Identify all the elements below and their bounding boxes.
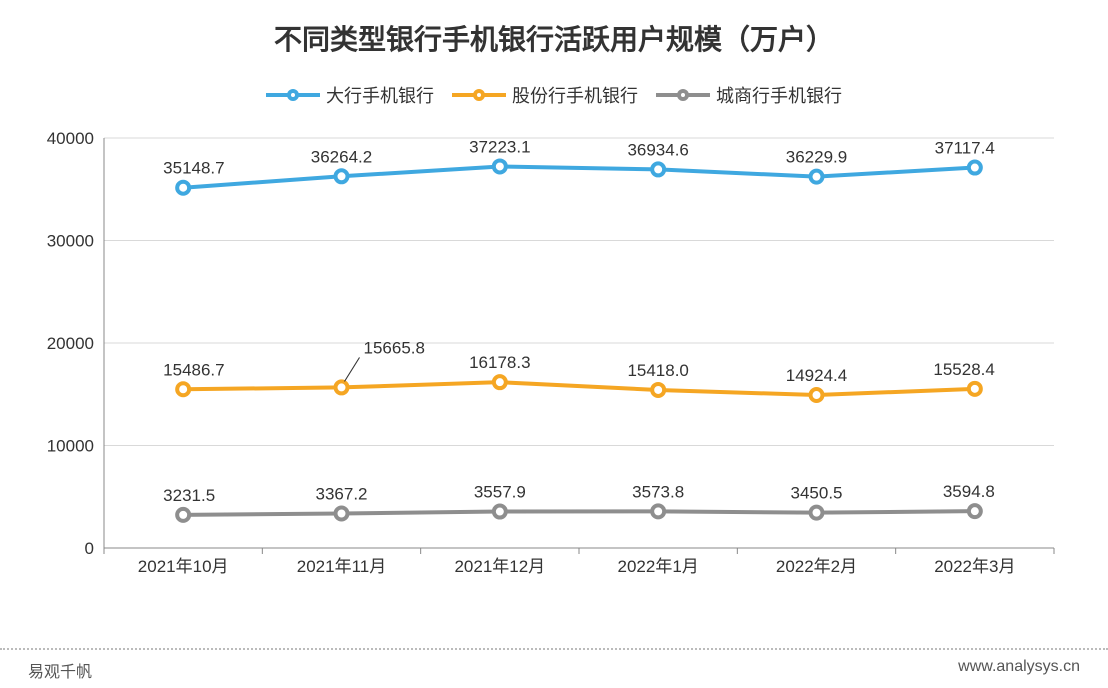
data-marker [494, 376, 506, 388]
x-tick-label: 2022年3月 [934, 557, 1015, 576]
data-label: 15528.4 [933, 360, 994, 379]
legend-label: 大行手机银行 [326, 82, 434, 108]
data-marker [811, 389, 823, 401]
chart-area: 0 10000 20000 30000 40000 2021年10月 2021年11月 202… [24, 118, 1084, 588]
legend-item: 大行手机银行 [266, 82, 434, 108]
data-label: 35148.7 [163, 159, 224, 178]
y-tick-label: 30000 [47, 232, 94, 251]
legend-swatch [452, 88, 506, 102]
y-tick-label: 20000 [47, 334, 94, 353]
legend-item: 股份行手机银行 [452, 82, 638, 108]
data-marker [969, 383, 981, 395]
data-marker [652, 384, 664, 396]
x-tick-label: 2021年12月 [454, 557, 545, 576]
data-label: 36264.2 [311, 147, 372, 166]
data-marker [336, 507, 348, 519]
x-tick-label: 2022年1月 [618, 557, 699, 576]
legend-swatch [656, 88, 710, 102]
data-label: 36229.9 [786, 148, 847, 167]
series-line [183, 511, 975, 515]
source-label: 易观千帆 [28, 658, 92, 682]
data-label: 3557.9 [474, 483, 526, 502]
data-label: 3367.2 [316, 484, 368, 503]
data-label: 15418.0 [627, 361, 688, 380]
data-marker [969, 505, 981, 517]
y-tick-label: 0 [85, 539, 94, 558]
data-marker [177, 509, 189, 521]
chart-title: 不同类型银行手机银行活跃用户规模（万户） [0, 0, 1108, 58]
data-label: 3450.5 [791, 484, 843, 503]
series-line [183, 382, 975, 395]
data-label: 14924.4 [786, 366, 847, 385]
x-tick-label: 2022年2月 [776, 557, 857, 576]
data-label: 3594.8 [943, 482, 995, 501]
data-marker [494, 506, 506, 518]
data-label: 37117.4 [935, 139, 995, 158]
data-label: 15665.8 [364, 338, 425, 357]
y-tick-label: 10000 [47, 437, 94, 456]
legend-swatch [266, 88, 320, 102]
data-label: 3231.5 [163, 486, 215, 505]
data-marker [336, 381, 348, 393]
legend: 大行手机银行 股份行手机银行 城商行手机银行 [0, 82, 1108, 108]
data-marker [811, 507, 823, 519]
legend-item: 城商行手机银行 [656, 82, 842, 108]
data-marker [177, 182, 189, 194]
line-chart-svg: 0 10000 20000 30000 40000 2021年10月 2021年11月 202… [24, 118, 1084, 588]
data-label: 37223.1 [469, 137, 530, 156]
x-tick-label: 2021年10月 [138, 557, 229, 576]
data-marker [177, 383, 189, 395]
data-marker [969, 162, 981, 174]
label-leader [345, 357, 360, 381]
legend-label: 股份行手机银行 [512, 82, 638, 108]
data-marker [811, 171, 823, 183]
y-tick-label: 40000 [47, 129, 94, 148]
data-marker [652, 163, 664, 175]
x-tick-label: 2021年11月 [297, 557, 386, 576]
series-line [183, 166, 975, 187]
data-marker [652, 505, 664, 517]
data-label: 15486.7 [163, 360, 224, 379]
data-label: 36934.6 [627, 140, 688, 159]
data-marker [494, 160, 506, 172]
data-marker [336, 170, 348, 182]
footer: 易观千帆 www.analysys.cn [0, 648, 1108, 682]
source-url: www.analysys.cn [958, 658, 1080, 682]
data-label: 16178.3 [469, 353, 530, 372]
legend-label: 城商行手机银行 [716, 82, 842, 108]
data-label: 3573.8 [632, 482, 684, 501]
